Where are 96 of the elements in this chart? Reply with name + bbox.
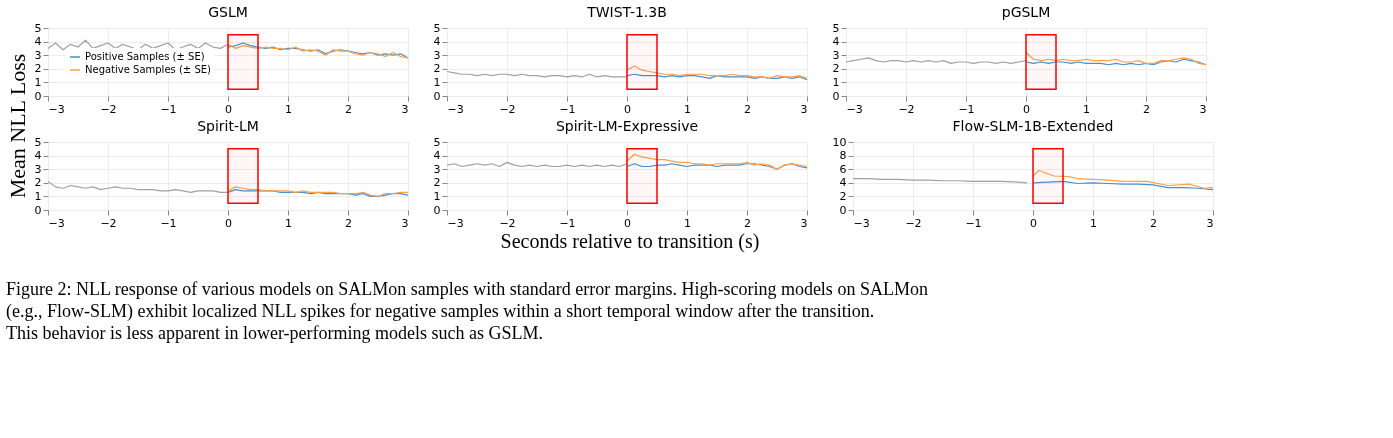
y-tick-label: 5 (832, 21, 840, 35)
y-tick-label: 1 (34, 75, 42, 89)
y-tick-label: 1 (433, 75, 441, 89)
x-tick-label: 3 (401, 216, 409, 230)
y-tick-label: 1 (433, 189, 441, 203)
x-tick-label: 2 (345, 102, 352, 116)
y-tick-label: 3 (832, 48, 840, 62)
x-tick-label: 3 (800, 216, 808, 230)
x-tick-label: 2 (1143, 102, 1150, 116)
y-tick-label: 3 (433, 48, 441, 62)
chart-title: TWIST-1.3B (586, 4, 667, 20)
x-tick-label: −3 (48, 216, 65, 230)
x-axis-title: Seconds relative to transition (s) (500, 230, 760, 253)
y-tick-label: 6 (839, 162, 847, 176)
legend-label: Negative Samples (± SE) (85, 64, 212, 75)
x-tick-label: 0 (624, 216, 631, 230)
x-tick-label: 3 (1206, 216, 1214, 230)
y-tick-label: 0 (433, 203, 441, 217)
x-tick-label: −2 (499, 102, 516, 116)
x-tick-label: −3 (48, 102, 65, 116)
x-tick-label: 2 (744, 216, 751, 230)
x-tick-label: −3 (853, 216, 870, 230)
y-tick-label: 0 (34, 89, 42, 103)
x-tick-label: 2 (345, 216, 352, 230)
y-tick-label: 3 (34, 162, 42, 176)
y-tick-label: 5 (34, 21, 42, 35)
x-tick-label: −1 (559, 216, 576, 230)
y-tick-label: 4 (839, 176, 847, 190)
y-tick-label: 10 (832, 135, 847, 149)
x-tick-label: 3 (401, 102, 409, 116)
y-axis-title: Mean NLL Loss (5, 53, 30, 199)
y-tick-label: 4 (34, 149, 42, 163)
y-tick-label: 0 (34, 203, 42, 217)
line-series (1032, 180, 1214, 191)
y-tick-label: 3 (34, 48, 42, 62)
x-tick-label: 3 (1199, 102, 1207, 116)
x-tick-label: −2 (100, 216, 117, 230)
y-tick-label: 8 (839, 149, 847, 163)
x-tick-label: −2 (499, 216, 516, 230)
y-tick-label: 0 (839, 203, 847, 217)
x-tick-label: 3 (800, 102, 808, 116)
y-tick-label: 2 (34, 62, 42, 76)
line-series (47, 180, 229, 193)
x-tick-label: 1 (1090, 216, 1097, 230)
x-tick-label: 0 (1030, 216, 1037, 230)
x-tick-label: 1 (684, 216, 691, 230)
chart-title: pGSLM (1001, 4, 1051, 20)
x-tick-label: −3 (846, 102, 863, 116)
y-tick-label: 1 (832, 75, 840, 89)
x-tick-label: −1 (559, 102, 576, 116)
x-tick-label: 0 (624, 102, 631, 116)
y-tick-label: 5 (433, 21, 441, 35)
line-series (626, 65, 808, 79)
y-tick-label: 2 (839, 189, 847, 203)
chart-title: Spirit-LM-Expressive (555, 118, 699, 134)
line-series (47, 39, 229, 51)
x-tick-label: −1 (958, 102, 975, 116)
x-tick-label: 1 (285, 216, 292, 230)
x-tick-label: −1 (160, 216, 177, 230)
x-tick-label: −2 (898, 102, 915, 116)
y-tick-label: 2 (433, 176, 441, 190)
x-tick-label: 1 (1083, 102, 1090, 116)
chart-title: GSLM (208, 4, 248, 20)
y-tick-label: 0 (832, 89, 840, 103)
y-tick-label: 2 (433, 62, 441, 76)
y-tick-label: 4 (433, 149, 441, 163)
y-tick-label: 0 (433, 89, 441, 103)
caption: Figure 2: NLL response of various models on SALMon samples with standard error margins. High-scoring models on SALMon (e.g., Flow-SLM) exhibit localized NLL spikes for negative samples within a short temporal window after the transition. This behavior is less apparent in lower-performing models such as GSLM. (6, 279, 928, 343)
line-series (1032, 169, 1214, 189)
y-tick-label: 1 (34, 189, 42, 203)
legend-label: Positive Samples (± SE) (85, 51, 205, 62)
y-tick-label: 4 (433, 35, 441, 49)
x-tick-label: 0 (1023, 102, 1030, 116)
y-tick-label: 2 (832, 62, 840, 76)
chart-title: Flow-SLM-1B-Extended (952, 118, 1114, 134)
x-tick-label: −3 (447, 102, 464, 116)
x-tick-label: 2 (1150, 216, 1157, 230)
chart-title: Spirit-LM (197, 118, 259, 134)
x-tick-label: 0 (225, 102, 232, 116)
x-tick-label: 1 (684, 102, 691, 116)
x-tick-label: −1 (160, 102, 177, 116)
line-series (1025, 51, 1207, 66)
y-tick-label: 3 (433, 162, 441, 176)
y-tick-label: 4 (34, 35, 42, 49)
x-tick-label: −2 (100, 102, 117, 116)
y-tick-label: 5 (433, 135, 441, 149)
x-tick-label: −2 (905, 216, 922, 230)
x-tick-label: −1 (965, 216, 982, 230)
x-tick-label: 1 (285, 102, 292, 116)
x-tick-label: 2 (744, 102, 751, 116)
x-tick-label: −3 (447, 216, 464, 230)
y-tick-label: 4 (832, 35, 840, 49)
x-tick-label: 0 (225, 216, 232, 230)
y-tick-label: 5 (34, 135, 42, 149)
line-series (626, 153, 808, 170)
y-tick-label: 2 (34, 176, 42, 190)
